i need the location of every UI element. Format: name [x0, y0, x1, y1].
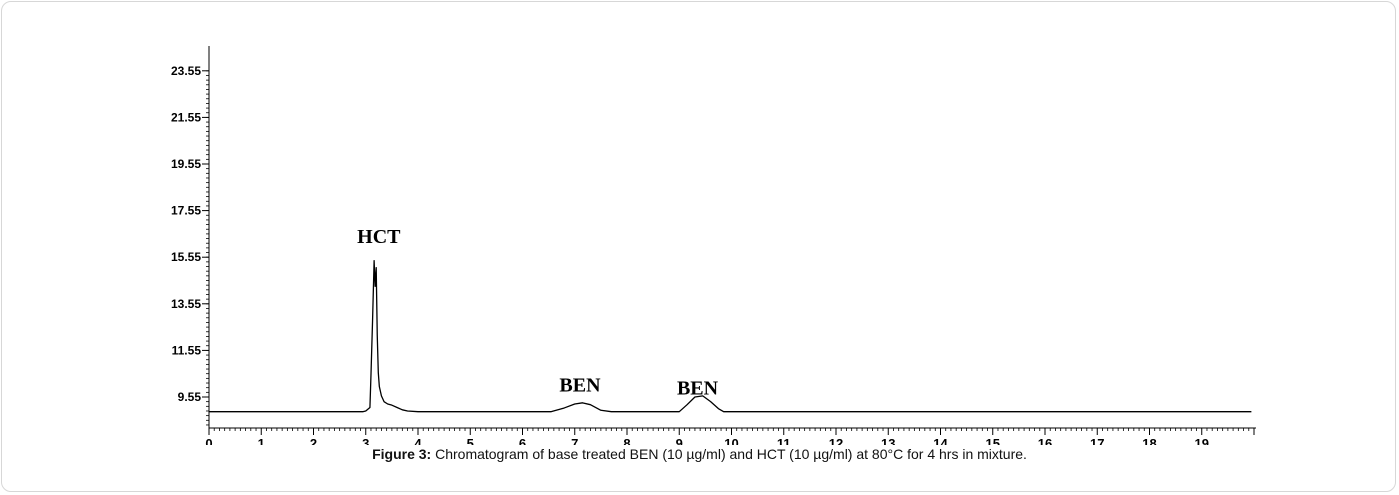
x-tick-label: 1 [258, 436, 265, 445]
x-tick-label: 15 [986, 436, 1000, 445]
x-tick-label: 9 [676, 436, 683, 445]
x-tick-label: 13 [881, 436, 895, 445]
y-tick-label: 19.55 [171, 157, 201, 171]
annotations-group: HCT BEN BEN [357, 226, 719, 399]
y-axis: 9.55 11.55 13.55 15.55 17.55 19.55 21.55 23.55 [171, 46, 209, 428]
x-tick-label: 3 [362, 436, 369, 445]
x-tick-label: 2 [310, 436, 317, 445]
caption-label: Figure 3: [372, 446, 431, 462]
x-tick-label: 18 [1142, 436, 1156, 445]
x-tick-label: 19 [1195, 436, 1209, 445]
x-tick-label: 12 [829, 436, 843, 445]
series-group [209, 261, 1251, 412]
x-axis: 0 1 2 3 4 5 6 7 8 9 10 11 12 13 14 15 16 17 18 19 [205, 428, 1256, 445]
x-tick-label: 0 [205, 436, 212, 445]
peak-label-ben: BEN [677, 377, 719, 399]
y-tick-label: 15.55 [171, 250, 201, 264]
chromatogram-chart: 9.5511.5513.5515.5517.5519.5521.5523.55 … [0, 0, 1399, 445]
x-tick-label: 14 [933, 436, 948, 445]
y-tick-label: 23.55 [171, 64, 201, 78]
chromatogram-trace [209, 261, 1251, 412]
x-tick-label: 4 [414, 436, 422, 445]
x-tick-label: 10 [724, 436, 738, 445]
x-tick-label: 5 [467, 436, 474, 445]
x-tick-label: 11 [777, 436, 791, 445]
y-tick-label: 17.55 [171, 204, 201, 218]
caption-text: Chromatogram of base treated BEN (10 µg/… [431, 446, 1027, 462]
peak-label-hct: HCT [357, 226, 401, 248]
x-tick-label: 6 [519, 436, 526, 445]
x-tick-label: 16 [1038, 436, 1052, 445]
y-tick-label: 11.55 [172, 343, 202, 357]
y-tick-label: 13.55 [171, 297, 201, 311]
x-tick-label: 17 [1090, 436, 1104, 445]
figure-caption: Figure 3: Chromatogram of base treated B… [0, 446, 1399, 462]
y-tick-label: 21.55 [171, 110, 201, 124]
peak-label-ben: BEN [559, 375, 601, 397]
y-tick-label: 9.55 [178, 390, 202, 404]
x-tick-label: 8 [623, 436, 630, 445]
x-tick-label: 7 [571, 436, 578, 445]
